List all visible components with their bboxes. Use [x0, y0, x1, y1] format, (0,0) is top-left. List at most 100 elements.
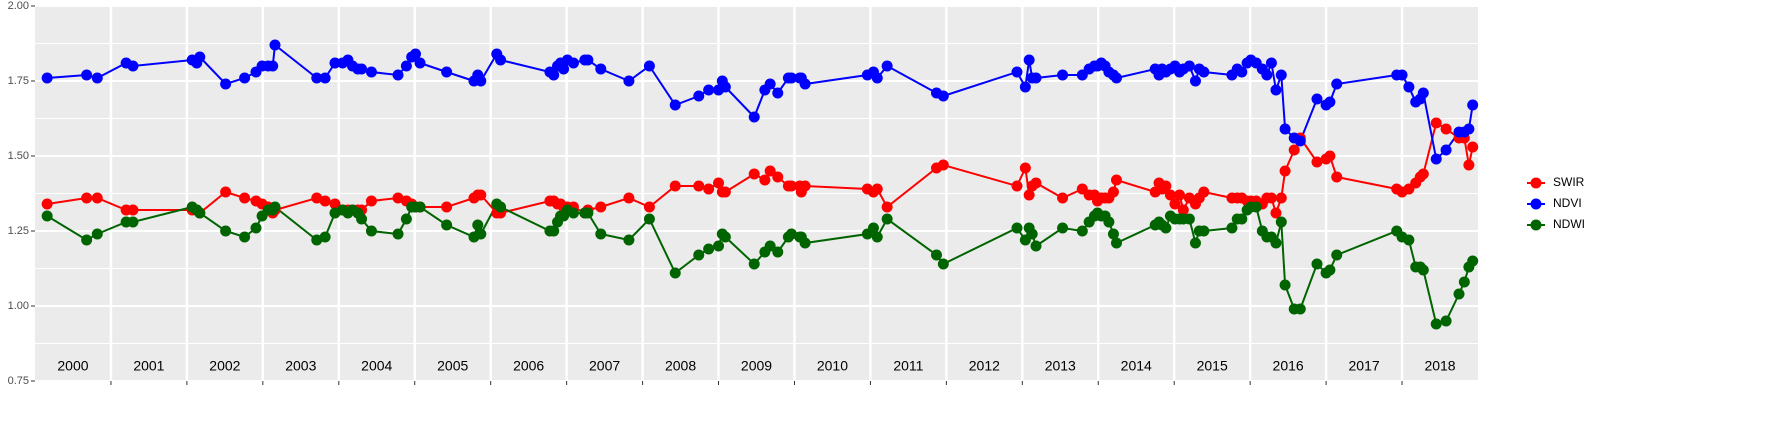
point: [693, 180, 705, 192]
legend-label: SWIR: [1553, 175, 1585, 189]
point: [1331, 171, 1343, 183]
point: [1275, 69, 1287, 81]
point: [1107, 228, 1119, 240]
point: [669, 267, 681, 279]
point: [239, 72, 251, 84]
legend-label: NDWI: [1553, 217, 1585, 231]
point: [764, 240, 776, 252]
point: [881, 60, 893, 72]
point: [1164, 189, 1176, 201]
point: [1467, 99, 1479, 111]
point: [1279, 123, 1291, 135]
point: [1261, 69, 1273, 81]
point: [1403, 81, 1415, 93]
year-label: 2011: [893, 358, 923, 374]
point: [772, 87, 784, 99]
y-tick-label: 1.00: [8, 300, 29, 312]
point: [400, 213, 412, 225]
point: [1057, 192, 1069, 204]
point: [1189, 237, 1201, 249]
point: [548, 225, 560, 237]
point: [1403, 234, 1415, 246]
point: [475, 189, 487, 201]
point: [548, 69, 560, 81]
point: [409, 48, 421, 60]
point: [311, 234, 323, 246]
point: [1324, 96, 1336, 108]
point: [392, 192, 404, 204]
point: [881, 201, 893, 213]
point: [937, 258, 949, 270]
y-tick-label: 0.75: [8, 375, 29, 387]
point: [719, 186, 731, 198]
point: [239, 231, 251, 243]
point: [595, 63, 607, 75]
point: [867, 222, 879, 234]
point: [1458, 276, 1470, 288]
year-label: 2015: [1197, 358, 1228, 374]
point: [1311, 156, 1323, 168]
point: [365, 225, 377, 237]
point: [1430, 153, 1442, 165]
point: [799, 180, 811, 192]
point: [764, 78, 776, 90]
point: [1177, 204, 1189, 216]
point: [558, 63, 570, 75]
point: [41, 72, 53, 84]
legend-label: NDVI: [1553, 196, 1582, 210]
point: [1057, 222, 1069, 234]
point: [495, 54, 507, 66]
point: [1103, 216, 1115, 228]
point: [1463, 123, 1475, 135]
point: [1011, 180, 1023, 192]
point: [772, 246, 784, 258]
y-tick-label: 2.00: [8, 0, 29, 12]
point: [1467, 255, 1479, 267]
point: [693, 249, 705, 261]
point: [1279, 279, 1291, 291]
point: [643, 201, 655, 213]
year-label: 2018: [1424, 358, 1455, 374]
point: [669, 99, 681, 111]
point: [669, 180, 681, 192]
point: [1023, 54, 1035, 66]
point: [1440, 123, 1452, 135]
point: [1275, 192, 1287, 204]
point: [1463, 159, 1475, 171]
point: [871, 231, 883, 243]
point: [1011, 222, 1023, 234]
point: [1169, 198, 1181, 210]
point: [400, 60, 412, 72]
point: [643, 60, 655, 72]
point: [1110, 237, 1122, 249]
point: [81, 234, 93, 246]
point: [1107, 186, 1119, 198]
point: [785, 180, 797, 192]
point: [1019, 162, 1031, 174]
point: [713, 240, 725, 252]
point: [472, 219, 484, 231]
point: [1467, 141, 1479, 153]
point: [1236, 66, 1248, 78]
point: [748, 168, 760, 180]
point: [220, 186, 232, 198]
point: [1076, 225, 1088, 237]
point: [713, 177, 725, 189]
point: [220, 225, 232, 237]
point: [311, 192, 323, 204]
point: [1183, 213, 1195, 225]
point: [1417, 87, 1429, 99]
point: [1030, 240, 1042, 252]
point: [1417, 264, 1429, 276]
point: [1019, 81, 1031, 93]
point: [1275, 216, 1287, 228]
year-label: 2013: [1045, 358, 1076, 374]
year-label: 2008: [665, 358, 696, 374]
point: [319, 195, 331, 207]
point: [356, 213, 368, 225]
point: [441, 219, 453, 231]
point: [1294, 303, 1306, 315]
year-label: 2006: [513, 358, 544, 374]
point: [1440, 144, 1452, 156]
